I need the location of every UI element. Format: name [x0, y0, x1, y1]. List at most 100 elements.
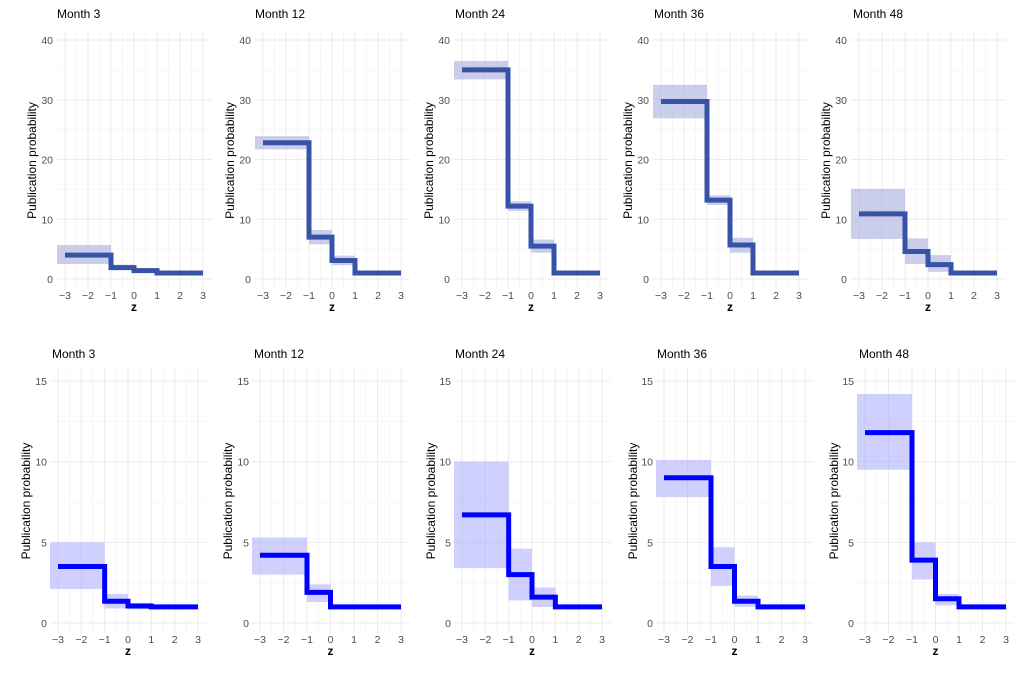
x-tick-label: −2 [479, 290, 491, 302]
step-line [664, 475, 805, 610]
step-line [661, 99, 799, 276]
y-tick-label: 0 [47, 274, 53, 286]
x-axis-label: z [528, 300, 534, 314]
y-tick-label: 10 [35, 457, 47, 469]
facet-panel-3: Month 36 0 10 20 30 40 −3 −2 −1 0 1 2 3 z Publication … [621, 7, 808, 314]
y-tick-label: 15 [237, 376, 249, 388]
x-tick-label: 0 [328, 634, 334, 646]
gridlines [51, 369, 207, 633]
y-axis-label: Publication probability [626, 443, 640, 560]
y-tick-label: 15 [641, 376, 653, 388]
x-tick-label: −2 [876, 290, 888, 302]
x-tick-label: −2 [678, 290, 690, 302]
x-tick-label: 0 [925, 290, 931, 302]
x-axis-label: z [732, 644, 738, 658]
y-tick-label: 5 [41, 537, 47, 549]
y-tick-label: 0 [647, 618, 653, 630]
x-tick-label: 0 [933, 634, 939, 646]
x-tick-label: −3 [257, 290, 269, 302]
y-tick-label: 10 [835, 214, 847, 226]
x-tick-label: −3 [456, 290, 468, 302]
x-tick-label: 0 [528, 290, 534, 302]
x-tick-label: 0 [131, 290, 137, 302]
facet-panel-0: Month 3 0 10 20 30 40 −3 −2 −1 0 1 2 3 z Publication p… [25, 7, 212, 314]
x-tick-label: 1 [750, 290, 756, 302]
x-tick-label: 1 [351, 634, 357, 646]
facet-panel-5: Month 3 0 5 10 15 −3 −2 −1 0 1 2 3 z Publication prob… [19, 347, 207, 658]
x-tick-label: 1 [552, 634, 558, 646]
step-line [260, 552, 401, 610]
facet-panel-1: Month 12 0 10 20 30 40 −3 −2 −1 0 1 2 3 z Publication … [223, 7, 410, 314]
y-tick-label: 30 [239, 95, 251, 107]
y-tick-label: 20 [239, 155, 251, 167]
x-tick-label: 3 [1003, 634, 1009, 646]
y-tick-label: 20 [637, 155, 649, 167]
x-tick-label: −3 [456, 634, 468, 646]
y-tick-label: 20 [438, 155, 450, 167]
step-line [58, 564, 198, 610]
x-tick-label: −3 [59, 290, 71, 302]
y-tick-label: 10 [41, 214, 53, 226]
y-tick-label: 5 [445, 537, 451, 549]
x-tick-label: 0 [727, 290, 733, 302]
x-tick-label: 0 [732, 634, 738, 646]
x-tick-label: 2 [773, 290, 779, 302]
y-tick-label: 10 [239, 214, 251, 226]
x-tick-label: 0 [529, 634, 535, 646]
x-tick-label: 1 [148, 634, 154, 646]
panel-title: Month 36 [657, 347, 707, 361]
y-tick-label: 20 [835, 155, 847, 167]
y-tick-label: 0 [444, 274, 450, 286]
facet-panel-2: Month 24 0 10 20 30 40 −3 −2 −1 0 1 2 3 z Publication … [422, 7, 609, 314]
x-tick-label: −2 [682, 634, 694, 646]
y-tick-label: 5 [848, 537, 854, 549]
x-tick-label: −1 [502, 290, 514, 302]
y-tick-label: 0 [41, 618, 47, 630]
y-tick-label: 40 [637, 35, 649, 47]
x-tick-label: −2 [75, 634, 87, 646]
x-tick-label: 2 [779, 634, 785, 646]
panel-title: Month 3 [57, 7, 101, 21]
y-tick-label: 10 [641, 457, 653, 469]
y-tick-label: 0 [841, 274, 847, 286]
step-line [462, 512, 602, 610]
x-tick-label: 1 [956, 634, 962, 646]
panel-title: Month 12 [254, 347, 304, 361]
x-tick-label: −3 [655, 290, 667, 302]
x-tick-label: −2 [82, 290, 94, 302]
x-axis-label: z [125, 644, 131, 658]
x-tick-label: −1 [303, 290, 315, 302]
y-axis-label: Publication probability [223, 102, 237, 219]
step-line [65, 252, 203, 276]
x-tick-label: 2 [971, 290, 977, 302]
y-tick-label: 10 [438, 214, 450, 226]
panel-title: Month 48 [853, 7, 903, 21]
x-tick-label: 1 [551, 290, 557, 302]
y-tick-label: 0 [245, 274, 251, 286]
y-axis-label: Publication probability [422, 102, 436, 219]
x-tick-label: −3 [853, 290, 865, 302]
y-tick-label: 10 [439, 457, 451, 469]
x-tick-label: −1 [301, 634, 313, 646]
panel-title: Month 12 [255, 7, 305, 21]
x-tick-label: 2 [574, 290, 580, 302]
x-axis-label: z [529, 644, 535, 658]
y-tick-label: 30 [835, 95, 847, 107]
y-tick-label: 0 [643, 274, 649, 286]
x-tick-label: −2 [280, 290, 292, 302]
x-axis-label: z [328, 644, 334, 658]
panel-title: Month 24 [455, 7, 505, 21]
y-tick-label: 0 [243, 618, 249, 630]
facet-panel-9: Month 48 0 5 10 15 −3 −2 −1 0 1 2 3 z Publication pro… [827, 347, 1014, 658]
y-tick-label: 40 [438, 35, 450, 47]
y-tick-label: 15 [35, 376, 47, 388]
y-tick-label: 30 [637, 95, 649, 107]
x-tick-label: 3 [802, 634, 808, 646]
panel-title: Month 3 [52, 347, 96, 361]
y-tick-label: 15 [842, 376, 854, 388]
x-axis-label: z [329, 300, 335, 314]
x-tick-label: −1 [503, 634, 515, 646]
facet-panel-6: Month 12 0 5 10 15 −3 −2 −1 0 1 2 3 z Publication pro… [221, 347, 410, 658]
gridlines [57, 32, 212, 289]
